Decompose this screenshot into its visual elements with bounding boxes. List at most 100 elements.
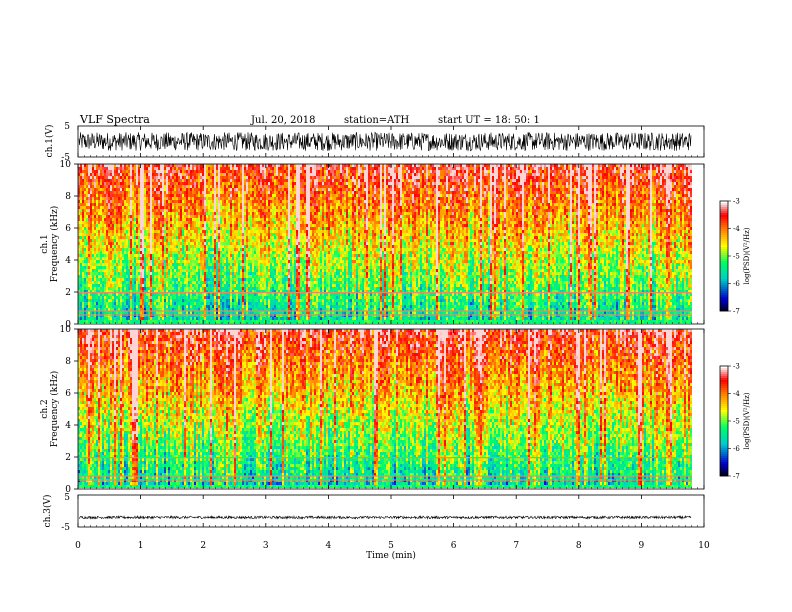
spectrogram-cell bbox=[154, 257, 156, 260]
spectrogram-cell bbox=[82, 263, 84, 266]
spectrogram-cell bbox=[196, 176, 198, 179]
spectrogram-cell bbox=[236, 296, 238, 299]
spectrogram-cell bbox=[218, 170, 220, 173]
spectrogram-cell bbox=[180, 281, 182, 284]
spectrogram-cell bbox=[134, 182, 136, 185]
spectrogram-cell bbox=[174, 236, 176, 239]
spectrogram-cell bbox=[110, 299, 112, 302]
spectrogram-cell bbox=[158, 248, 160, 251]
spectrogram-cell bbox=[152, 290, 154, 293]
spectrogram-cell bbox=[178, 281, 180, 284]
spectrogram-cell bbox=[238, 266, 240, 269]
spectrogram-cell bbox=[82, 185, 84, 188]
spectrogram-cell bbox=[158, 311, 160, 314]
spectrogram-cell bbox=[170, 218, 172, 221]
spectrogram-cell bbox=[230, 197, 232, 200]
spectrogram-cell bbox=[176, 248, 178, 251]
spectrogram-cell bbox=[220, 245, 222, 248]
spectrogram-cell bbox=[166, 185, 168, 188]
spectrogram-cell bbox=[218, 284, 220, 287]
spectrogram-cell bbox=[196, 263, 198, 266]
spectrogram-cell bbox=[220, 290, 222, 293]
spectrogram-cell bbox=[220, 224, 222, 227]
spectrogram-cell bbox=[82, 200, 84, 203]
spectrogram-cell bbox=[246, 218, 248, 221]
spectrogram-cell bbox=[196, 254, 198, 257]
spectrogram-cell bbox=[176, 245, 178, 248]
spectrogram-cell bbox=[154, 260, 156, 263]
spectrogram-cell bbox=[180, 299, 182, 302]
spectrogram-cell bbox=[160, 278, 162, 281]
spectrogram-cell bbox=[134, 164, 136, 167]
spectrogram-cell bbox=[256, 317, 258, 320]
spectrogram-cell bbox=[96, 257, 98, 260]
spectrogram-cell bbox=[248, 296, 250, 299]
spectrogram-cell bbox=[264, 266, 266, 269]
spectrogram-cell bbox=[182, 281, 184, 284]
spectrogram-cell bbox=[138, 272, 140, 275]
spectrogram-cell bbox=[178, 185, 180, 188]
spectrogram-cell bbox=[240, 317, 242, 320]
spectrogram-cell bbox=[82, 287, 84, 290]
spectrogram-cell bbox=[224, 293, 226, 296]
spectrogram-cell bbox=[136, 311, 138, 314]
spectrogram-cell bbox=[90, 221, 92, 224]
spectrogram-cell bbox=[242, 236, 244, 239]
spectrogram-cell bbox=[146, 275, 148, 278]
spectrogram-cell bbox=[84, 218, 86, 221]
spectrogram-cell bbox=[218, 218, 220, 221]
spectrogram-cell bbox=[264, 299, 266, 302]
spectrogram-cell bbox=[128, 251, 130, 254]
spectrogram-cell bbox=[148, 287, 150, 290]
spectrogram-cell bbox=[240, 173, 242, 176]
spectrogram-cell bbox=[186, 263, 188, 266]
spectrogram-cell bbox=[120, 200, 122, 203]
spectrogram-cell bbox=[238, 164, 240, 167]
spectrogram-cell bbox=[142, 254, 144, 257]
spectrogram-cell bbox=[108, 200, 110, 203]
spectrogram-cell bbox=[182, 272, 184, 275]
spectrogram-cell bbox=[170, 233, 172, 236]
spectrogram-cell bbox=[108, 281, 110, 284]
spectrogram-cell bbox=[118, 215, 120, 218]
spectrogram-cell bbox=[258, 230, 260, 233]
spectrogram-cell bbox=[144, 236, 146, 239]
spectrogram-cell bbox=[98, 197, 100, 200]
spectrogram-cell bbox=[188, 317, 190, 320]
spectrogram-cell bbox=[116, 251, 118, 254]
spectrogram-cell bbox=[82, 164, 84, 167]
spectrogram-cell bbox=[82, 227, 84, 230]
spectrogram-cell bbox=[258, 308, 260, 311]
spectrogram-cell bbox=[206, 173, 208, 176]
spectrogram-cell bbox=[190, 230, 192, 233]
spectrogram-cell bbox=[100, 188, 102, 191]
spectrogram-cell bbox=[106, 227, 108, 230]
spectrogram-cell bbox=[98, 185, 100, 188]
spectrogram-cell bbox=[132, 215, 134, 218]
spectrogram-cell bbox=[254, 293, 256, 296]
spectrogram-cell bbox=[188, 215, 190, 218]
spectrogram-cell bbox=[172, 224, 174, 227]
spectrogram-cell bbox=[86, 296, 88, 299]
spectrogram-cell bbox=[166, 284, 168, 287]
spectrogram-cell bbox=[140, 218, 142, 221]
spectrogram-cell bbox=[242, 233, 244, 236]
spectrogram-cell bbox=[238, 209, 240, 212]
spectrogram-cell bbox=[180, 185, 182, 188]
spectrogram-cell bbox=[92, 239, 94, 242]
spectrogram-cell bbox=[164, 227, 166, 230]
spectrogram-cell bbox=[188, 182, 190, 185]
spectrogram-cell bbox=[78, 242, 80, 245]
spectrogram-cell bbox=[166, 176, 168, 179]
spectrogram-cell bbox=[220, 239, 222, 242]
spectrogram-cell bbox=[194, 179, 196, 182]
spectrogram-cell bbox=[138, 269, 140, 272]
spectrogram-cell bbox=[96, 200, 98, 203]
spectrogram-cell bbox=[218, 263, 220, 266]
spectrogram-cell bbox=[216, 254, 218, 257]
spectrogram-cell bbox=[116, 275, 118, 278]
spectrogram-cell bbox=[168, 185, 170, 188]
spectrogram-cell bbox=[166, 236, 168, 239]
spectrogram-cell bbox=[124, 230, 126, 233]
spectrogram-cell bbox=[252, 296, 254, 299]
